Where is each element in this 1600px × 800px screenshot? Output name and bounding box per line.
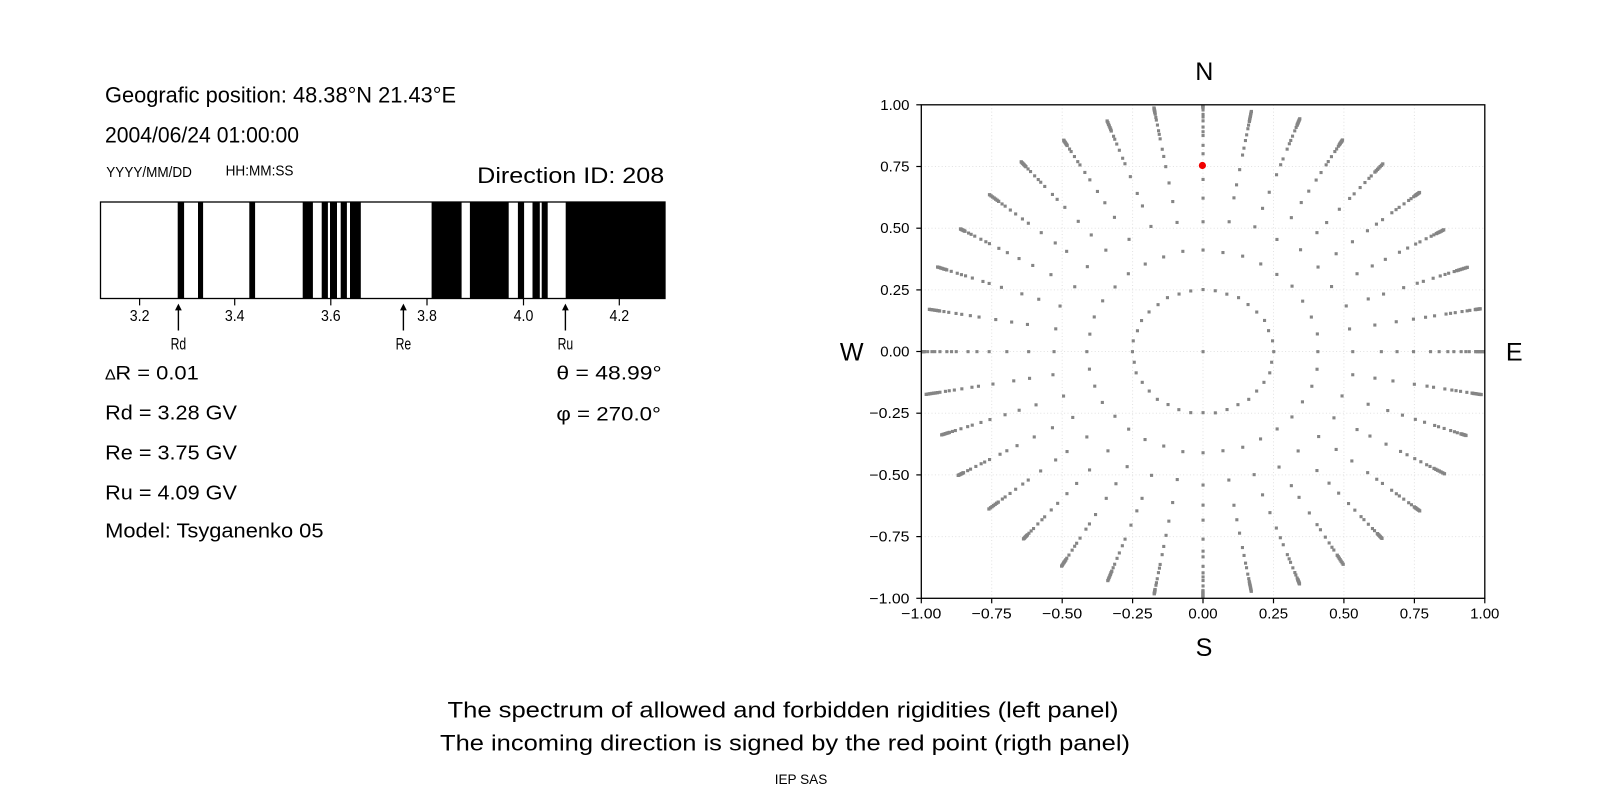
svg-text:φ = 270.0°: φ = 270.0°: [556, 404, 661, 426]
svg-text:2004/06/24 01:00:00: 2004/06/24 01:00:00: [105, 122, 299, 147]
svg-text:E: E: [1506, 339, 1523, 367]
svg-text:3.2: 3.2: [130, 308, 150, 325]
svg-text:−0.25: −0.25: [1113, 606, 1153, 622]
svg-text:0.75: 0.75: [880, 160, 909, 176]
svg-text:0.25: 0.25: [880, 283, 909, 299]
svg-text:−0.75: −0.75: [972, 606, 1012, 622]
svg-text:1.00: 1.00: [1470, 606, 1499, 622]
svg-text:HH:MM:SS: HH:MM:SS: [226, 163, 294, 179]
svg-text:Model: Tsyganenko 05: Model: Tsyganenko 05: [105, 520, 323, 542]
svg-text:Rd: Rd: [171, 335, 187, 353]
svg-text:Geografic position: 48.38°N 21: Geografic position: 48.38°N 21.43°E: [105, 83, 456, 108]
svg-text:3.4: 3.4: [225, 308, 245, 325]
svg-text:0.75: 0.75: [1400, 606, 1429, 622]
svg-text:W: W: [840, 339, 864, 367]
svg-text:3.6: 3.6: [321, 308, 341, 325]
svg-text:∆R = 0.01: ∆R = 0.01: [105, 363, 198, 385]
svg-text:−1.00: −1.00: [869, 591, 909, 607]
svg-text:Direction ID: 208: Direction ID: 208: [477, 163, 664, 188]
svg-text:−0.50: −0.50: [1042, 606, 1082, 622]
svg-text:IEP SAS: IEP SAS: [775, 772, 828, 788]
svg-text:0.25: 0.25: [1259, 606, 1288, 622]
svg-text:3.8: 3.8: [417, 308, 437, 325]
svg-text:The spectrum of allowed and fo: The spectrum of allowed and forbidden ri…: [448, 698, 1119, 723]
svg-text:Rd = 3.28 GV: Rd = 3.28 GV: [105, 402, 237, 424]
svg-text:0.50: 0.50: [1329, 606, 1358, 622]
svg-text:θ = 48.99°: θ = 48.99°: [556, 363, 661, 385]
svg-text:YYYY/MM/DD: YYYY/MM/DD: [106, 165, 192, 181]
svg-text:N: N: [1195, 58, 1213, 86]
svg-text:S: S: [1196, 634, 1213, 662]
svg-text:The incoming direction is sign: The incoming direction is signed by the …: [440, 730, 1130, 755]
svg-text:Re = 3.75 GV: Re = 3.75 GV: [105, 442, 237, 464]
svg-text:0.00: 0.00: [1188, 606, 1217, 622]
svg-text:Re: Re: [396, 335, 412, 353]
svg-text:0.00: 0.00: [880, 345, 909, 361]
svg-text:1.00: 1.00: [880, 98, 909, 114]
svg-text:4.0: 4.0: [514, 308, 534, 325]
svg-text:−1.00: −1.00: [901, 606, 941, 622]
svg-text:−0.50: −0.50: [869, 468, 909, 484]
svg-text:Ru: Ru: [558, 335, 574, 353]
svg-text:0.50: 0.50: [880, 221, 909, 237]
svg-text:−0.25: −0.25: [869, 406, 909, 422]
svg-text:−0.75: −0.75: [869, 530, 909, 546]
svg-text:Ru = 4.09 GV: Ru = 4.09 GV: [105, 482, 237, 504]
svg-text:4.2: 4.2: [609, 308, 629, 325]
